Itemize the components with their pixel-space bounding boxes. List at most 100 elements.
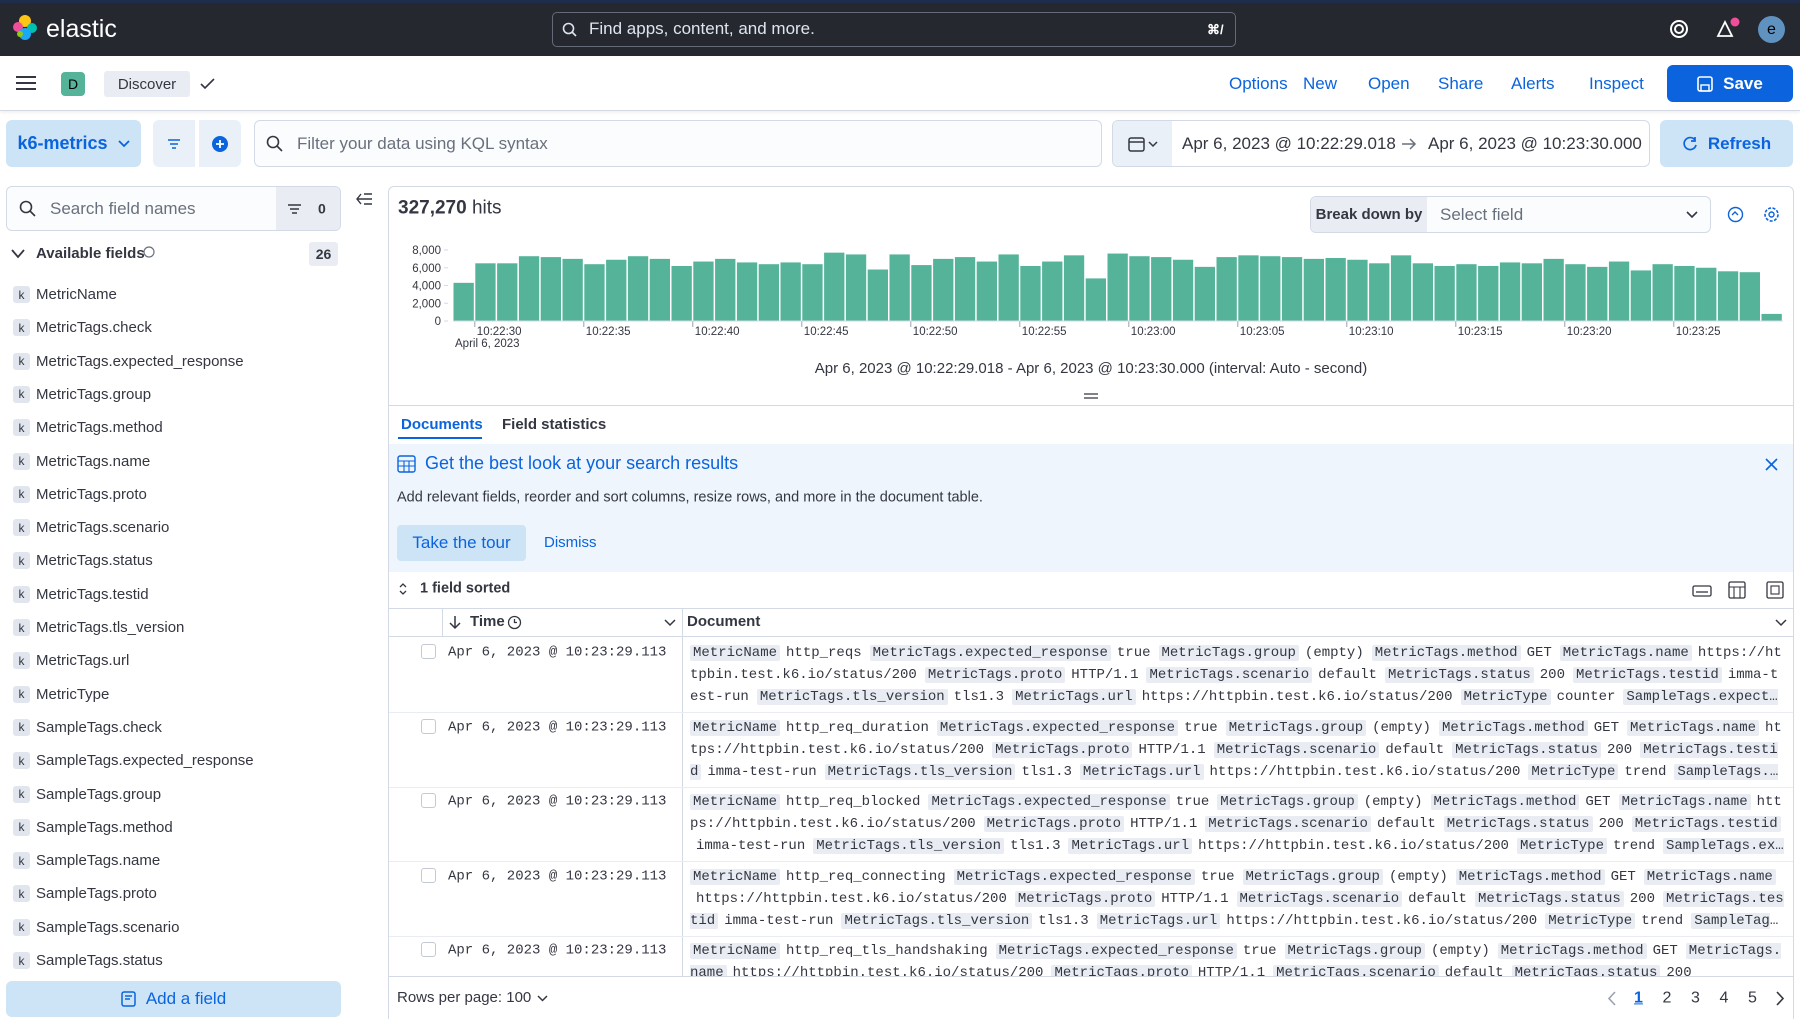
start-date[interactable]: Apr 6, 2023 @ 10:22:29.018 — [1182, 133, 1396, 153]
tour-button[interactable]: Take the tour — [397, 525, 526, 561]
field-name[interactable]: SampleTags.expected_response — [36, 752, 254, 770]
field-name[interactable]: MetricTags.expected_response — [36, 352, 244, 370]
field-key: MetricTags.method — [1430, 794, 1580, 811]
end-date[interactable]: Apr 6, 2023 @ 10:23:30.000 — [1428, 133, 1642, 153]
toolbar-link[interactable]: Inspect — [1589, 73, 1644, 93]
query-input[interactable] — [254, 120, 1102, 167]
x-tick-label: 10:23:10 — [1349, 326, 1394, 338]
sort-icon[interactable] — [398, 582, 408, 596]
page-link[interactable]: 5 — [1748, 989, 1757, 1007]
close-icon[interactable] — [1765, 458, 1778, 471]
refresh-button[interactable]: Refresh — [1660, 120, 1793, 167]
field-filter[interactable] — [276, 187, 340, 230]
main-panel — [388, 186, 1794, 1019]
dismiss-button[interactable]: Dismiss — [544, 534, 597, 551]
tab[interactable]: Field statistics — [502, 416, 607, 433]
add-field-button[interactable]: Add a field — [6, 981, 341, 1017]
section-chevron[interactable] — [11, 249, 25, 259]
field-name[interactable]: MetricTags.proto — [36, 485, 147, 503]
field-value: GET — [1593, 719, 1619, 736]
field-name[interactable]: MetricTags.method — [36, 419, 163, 437]
field-name[interactable]: SampleTags.check — [36, 718, 162, 736]
field-search-placeholder: Search field names — [50, 198, 196, 218]
y-tick-label: 4,000 — [412, 281, 441, 293]
field-name[interactable]: MetricTags.check — [36, 319, 152, 337]
field-type-icon: k — [13, 818, 30, 836]
app-breadcrumb[interactable]: Discover — [104, 71, 190, 97]
field-name[interactable]: SampleTags.status — [36, 952, 163, 969]
table-toolbar-icons[interactable] — [1692, 581, 1792, 599]
toolbar-link[interactable]: Options — [1229, 73, 1288, 93]
field-type-icon: k — [13, 685, 30, 703]
add-filter-button[interactable] — [199, 120, 241, 167]
filter-button[interactable] — [153, 120, 195, 167]
field-name[interactable]: SampleTags.group — [36, 785, 162, 803]
field-name[interactable]: SampleTags.name — [36, 852, 161, 870]
settings-icon[interactable] — [1763, 206, 1780, 223]
quick-menu[interactable] — [1113, 121, 1172, 166]
field-name[interactable]: MetricTags.group — [36, 385, 152, 403]
field-filter-icon — [288, 204, 301, 214]
bar — [824, 252, 845, 321]
news-icon[interactable] — [1715, 17, 1740, 40]
toolbar-link[interactable]: Share — [1438, 73, 1484, 93]
page-link[interactable]: 2 — [1662, 989, 1672, 1007]
field-name[interactable]: SampleTags.proto — [36, 885, 157, 903]
row-time: Apr 6, 2023 @ 10:23:29.113 — [448, 719, 667, 736]
column-chevron[interactable] — [1775, 619, 1787, 627]
column-header[interactable]: Time — [470, 613, 505, 630]
sorted-label: 1 field sorted — [420, 580, 511, 597]
field-key: MetricName — [690, 943, 781, 960]
field-key: MetricTags.status — [1384, 667, 1534, 683]
row-checkbox[interactable] — [421, 644, 436, 659]
toolbar-link[interactable]: Open — [1368, 73, 1410, 93]
field-name[interactable]: MetricTags.testid — [36, 585, 149, 603]
column-divider — [682, 609, 683, 976]
field-key: MetricTags.url — [1068, 838, 1193, 855]
toolbar-link[interactable]: Alerts — [1511, 73, 1555, 93]
save-label: Save — [1723, 73, 1763, 93]
prev-page[interactable] — [1607, 991, 1617, 1006]
field-value: true — [1200, 868, 1235, 885]
next-page[interactable] — [1775, 991, 1785, 1006]
suggestion-icon[interactable] — [1727, 206, 1744, 223]
field-value: HTTP/1.1 — [1161, 890, 1229, 907]
field-name[interactable]: SampleTags.method — [36, 818, 173, 836]
field-name[interactable]: MetricName — [36, 286, 117, 303]
sort-desc-icon[interactable] — [448, 615, 462, 630]
menu-icon[interactable] — [16, 75, 36, 91]
field-name[interactable]: MetricTags.url — [36, 652, 130, 670]
row-checkbox[interactable] — [421, 942, 436, 958]
column-header[interactable]: Document — [687, 613, 761, 630]
data-view-picker[interactable]: k6-metrics — [6, 120, 141, 167]
field-name[interactable]: MetricType — [36, 685, 110, 703]
tab[interactable]: Documents — [401, 416, 483, 433]
avatar[interactable]: e — [1758, 16, 1785, 43]
field-name[interactable]: MetricTags.status — [36, 552, 153, 570]
field-key: MetricType — [1545, 912, 1636, 929]
field-name[interactable]: SampleTags.scenario — [36, 918, 180, 936]
toolbar-link[interactable]: New — [1303, 73, 1338, 93]
row-checkbox[interactable] — [421, 793, 436, 809]
row-checkbox[interactable] — [421, 718, 436, 734]
field-value: https://httpbin.test.k6.io/status/200 — [696, 890, 1007, 907]
bar — [1652, 264, 1673, 321]
field-name[interactable]: MetricTags.name — [36, 452, 151, 470]
page-link[interactable]: 4 — [1719, 989, 1729, 1007]
save-button[interactable]: Save — [1667, 65, 1793, 102]
field-value: true — [1242, 943, 1277, 960]
page-link[interactable]: 1 — [1634, 989, 1643, 1007]
field-key: MetricName — [690, 719, 781, 736]
resize-handle[interactable] — [1084, 393, 1098, 399]
help-icon[interactable] — [1669, 19, 1689, 39]
global-search[interactable] — [552, 12, 1236, 47]
field-key: MetricTags.name — [1559, 645, 1692, 661]
page-link[interactable]: 3 — [1691, 989, 1700, 1007]
space-badge[interactable]: D — [61, 72, 85, 96]
column-chevron[interactable] — [664, 619, 676, 627]
field-name[interactable]: MetricTags.scenario — [36, 519, 170, 537]
row-checkbox[interactable] — [421, 867, 436, 883]
rows-per-page[interactable]: Rows per page: 100 — [397, 989, 532, 1006]
collapse-icon[interactable] — [356, 192, 373, 206]
field-name[interactable]: MetricTags.tls_version — [36, 619, 185, 636]
